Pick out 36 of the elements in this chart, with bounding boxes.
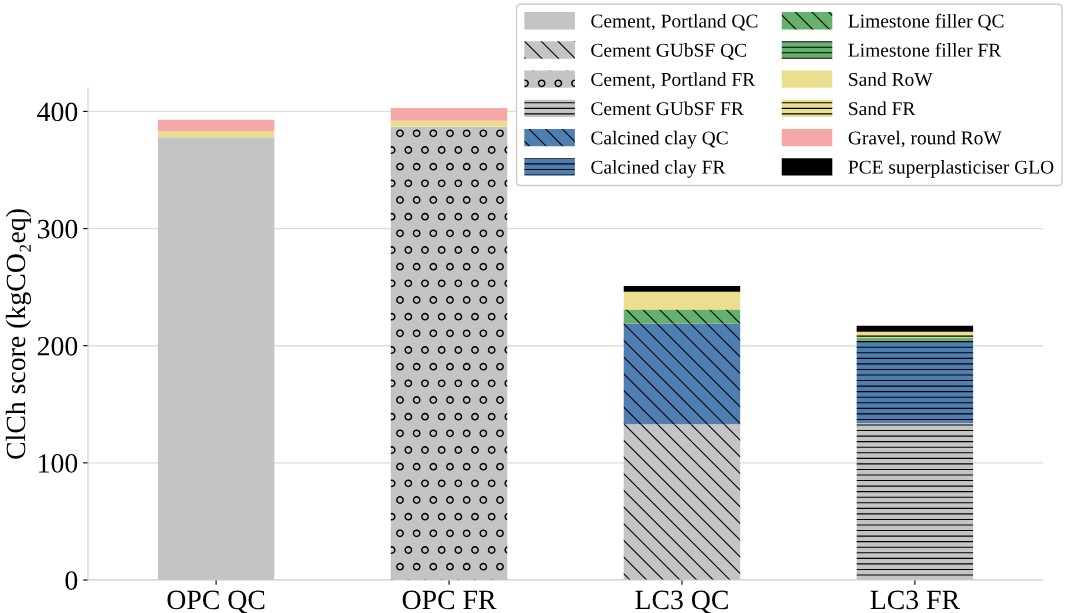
legend-label: Cement GUbSF FR: [591, 101, 744, 116]
y-tick-label: 300: [37, 219, 78, 239]
legend-label: Limestone filler FR: [848, 42, 1002, 57]
legend-label: PCE superplasticiser GLO: [848, 160, 1054, 178]
legend-label: Calcined clay QC: [591, 130, 728, 149]
y-tick-label: 100: [39, 454, 78, 473]
x-tick-label: OPC QC: [167, 590, 265, 613]
bar: [856, 331, 974, 338]
bar: [390, 120, 508, 127]
bar: [856, 423, 974, 580]
bar: [623, 323, 741, 425]
legend-label: Sand RoW: [849, 72, 933, 87]
bar: [390, 126, 508, 580]
y-tick-label: 0: [65, 571, 78, 590]
legend-label: Cement, Portland QC: [591, 13, 758, 31]
y-tick-label: 400: [37, 102, 78, 122]
bar: [623, 424, 741, 580]
legend-label: Cement GUbSF QC: [591, 43, 747, 60]
bar: [157, 119, 275, 132]
y-axis-title: ClCh score (kgCO₂eq): [5, 209, 32, 459]
bar: [856, 325, 974, 332]
bar: [623, 309, 741, 324]
x-tick-label: OPC FR: [402, 590, 497, 610]
x-tick-label: LC3 FR: [870, 590, 960, 610]
y-tick-label: 200: [37, 336, 78, 356]
legend-label: Calcined clay FR: [591, 160, 726, 178]
bar: [157, 131, 275, 138]
legend-label: Limestone filler QC: [848, 13, 1004, 31]
x-tick-label: LC3 QC: [635, 590, 728, 613]
bar: [390, 107, 508, 121]
bar: [623, 285, 741, 292]
legend-label: Sand FR: [849, 101, 916, 116]
legend-label: Gravel, round RoW: [848, 130, 1002, 148]
bar: [623, 291, 741, 310]
legend-label: Cement, Portland FR: [591, 72, 756, 89]
bar: [856, 341, 974, 424]
